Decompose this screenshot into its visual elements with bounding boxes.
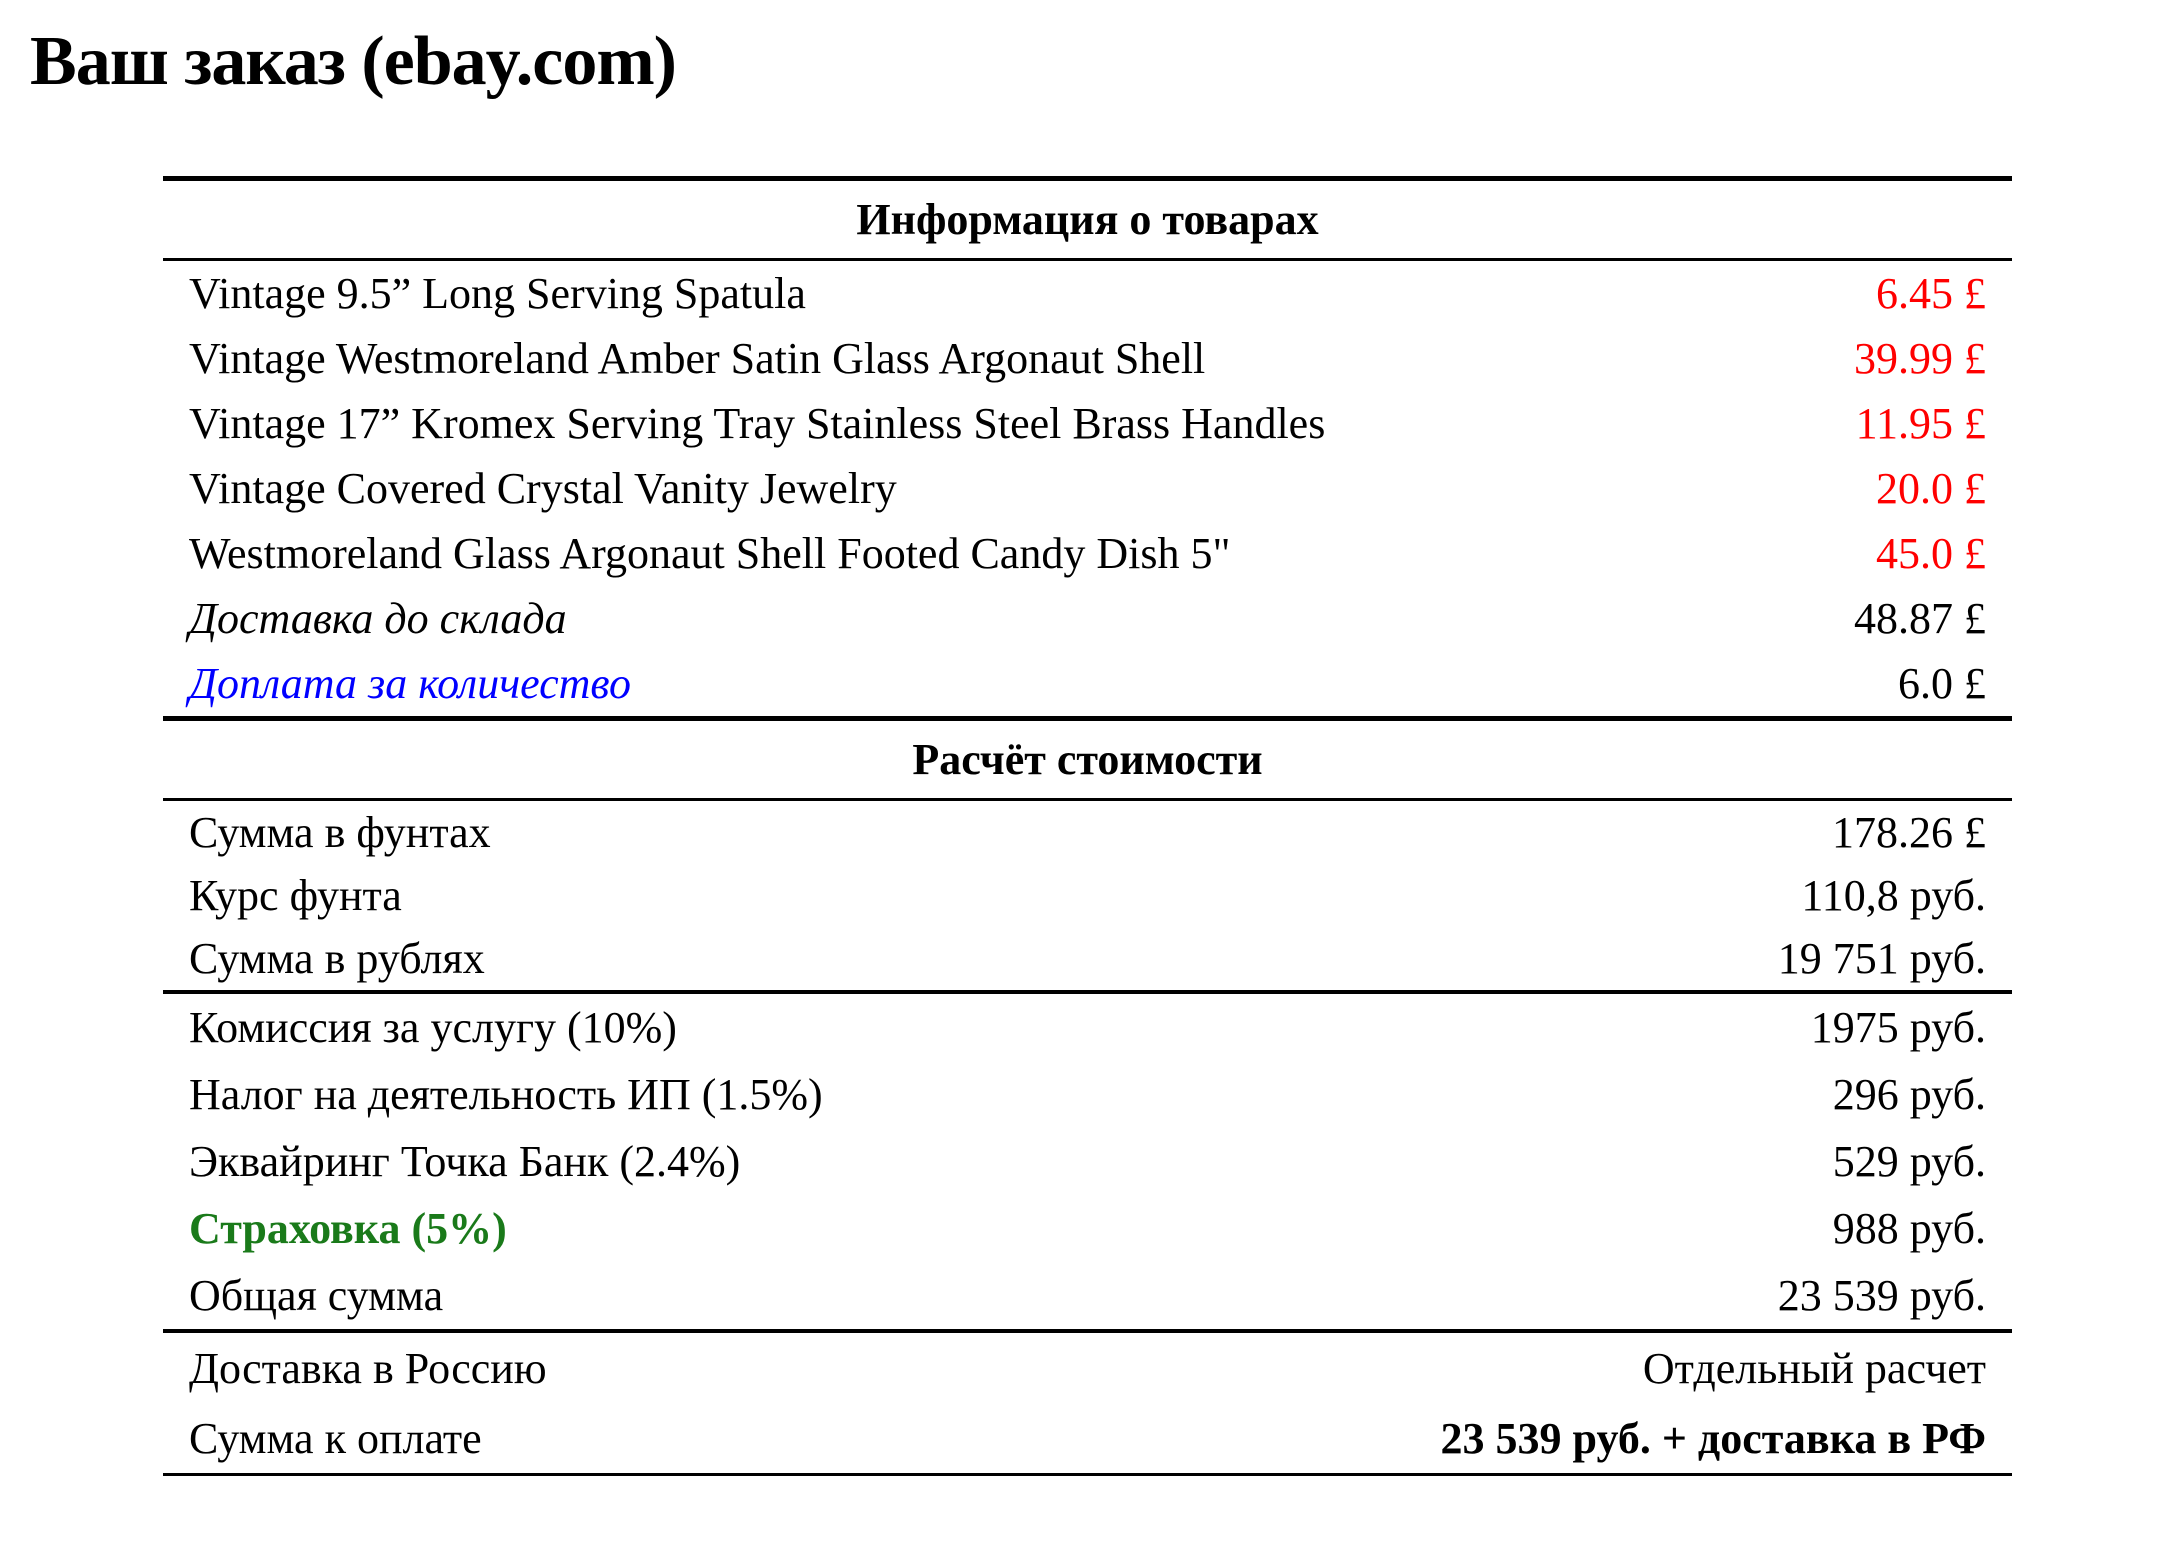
- order-table: Информация о товарах Vintage 9.5” Long S…: [163, 176, 2012, 1476]
- grand-total-value: 23 539 руб.: [1777, 1271, 1986, 1320]
- section-header-info-label: Информация о товарах: [856, 195, 1319, 244]
- item-price: 11.95 £: [1855, 399, 1986, 448]
- section-header-info: Информация о товарах: [163, 176, 2012, 261]
- table-row: Доставка в Россию Отдельный расчет: [163, 1333, 2012, 1403]
- section-header-calc: Расчёт стоимости: [163, 716, 2012, 801]
- insurance-label: Страховка (5%): [189, 1204, 507, 1253]
- fees-group: Комиссия за услугу (10%) 1975 руб. Налог…: [163, 990, 2012, 1329]
- final-group: Доставка в Россию Отдельный расчет Сумма…: [163, 1329, 2012, 1476]
- table-row: Westmoreland Glass Argonaut Shell Footed…: [163, 521, 2012, 586]
- row-label: Курс фунта: [189, 871, 402, 920]
- item-label: Vintage 17” Kromex Serving Tray Stainles…: [189, 399, 1326, 448]
- row-value: 178.26 £: [1832, 808, 1986, 857]
- row-value: 296 руб.: [1832, 1070, 1986, 1119]
- shipping-to-warehouse-price: 48.87 £: [1854, 594, 1986, 643]
- table-row: Vintage Westmoreland Amber Satin Glass A…: [163, 326, 2012, 391]
- item-price: 39.99 £: [1854, 334, 1986, 383]
- shipping-to-russia-value: Отдельный расчет: [1642, 1343, 1986, 1393]
- shipping-to-russia-label: Доставка в Россию: [189, 1343, 547, 1393]
- quantity-surcharge-link[interactable]: Доплата за количество: [189, 659, 631, 708]
- row-label: Эквайринг Точка Банк (2.4%): [189, 1137, 741, 1186]
- row-label: Сумма в рублях: [189, 934, 485, 983]
- table-row: Комиссия за услугу (10%) 1975 руб.: [163, 994, 2012, 1061]
- quantity-surcharge-price: 6.0 £: [1898, 659, 1986, 708]
- table-row: Эквайринг Точка Банк (2.4%) 529 руб.: [163, 1128, 2012, 1195]
- row-label: Комиссия за услугу (10%): [189, 1003, 677, 1052]
- table-row: Курс фунта 110,8 руб.: [163, 864, 2012, 927]
- item-label: Vintage Westmoreland Amber Satin Glass A…: [189, 334, 1206, 383]
- table-row: Доставка до склада 48.87 £: [163, 586, 2012, 651]
- row-value: 19 751 руб.: [1777, 934, 1986, 983]
- item-price: 20.0 £: [1876, 464, 1986, 513]
- table-row: Сумма к оплате 23 539 руб. + доставка в …: [163, 1403, 2012, 1473]
- insurance-value: 988 руб.: [1832, 1204, 1986, 1253]
- page-title: Ваш заказ (ebay.com): [30, 23, 677, 100]
- total-due-value: 23 539 руб. + доставка в РФ: [1440, 1413, 1986, 1463]
- items-group: Vintage 9.5” Long Serving Spatula 6.45 £…: [163, 261, 2012, 716]
- item-price: 6.45 £: [1876, 269, 1986, 318]
- table-row: Vintage 17” Kromex Serving Tray Stainles…: [163, 391, 2012, 456]
- table-row: Налог на деятельность ИП (1.5%) 296 руб.: [163, 1061, 2012, 1128]
- row-value: 110,8 руб.: [1801, 871, 1986, 920]
- item-label: Vintage 9.5” Long Serving Spatula: [189, 269, 806, 318]
- item-label: Vintage Covered Crystal Vanity Jewelry: [189, 464, 897, 513]
- row-label: Налог на деятельность ИП (1.5%): [189, 1070, 823, 1119]
- row-value: 529 руб.: [1832, 1137, 1986, 1186]
- grand-total-label: Общая сумма: [189, 1271, 444, 1320]
- table-row: Страховка (5%) 988 руб.: [163, 1195, 2012, 1262]
- table-row: Vintage 9.5” Long Serving Spatula 6.45 £: [163, 261, 2012, 326]
- table-row: Vintage Covered Crystal Vanity Jewelry 2…: [163, 456, 2012, 521]
- item-price: 45.0 £: [1876, 529, 1986, 578]
- table-row: Доплата за количество 6.0 £: [163, 651, 2012, 716]
- row-label: Сумма в фунтах: [189, 808, 491, 857]
- table-row: Сумма в фунтах 178.26 £: [163, 801, 2012, 864]
- row-value: 1975 руб.: [1810, 1003, 1986, 1052]
- shipping-to-warehouse-label: Доставка до склада: [189, 594, 567, 643]
- table-row: Общая сумма 23 539 руб.: [163, 1262, 2012, 1329]
- total-due-label: Сумма к оплате: [189, 1413, 482, 1463]
- item-label: Westmoreland Glass Argonaut Shell Footed…: [189, 529, 1231, 578]
- subtotal-group: Сумма в фунтах 178.26 £ Курс фунта 110,8…: [163, 801, 2012, 990]
- section-header-calc-label: Расчёт стоимости: [912, 735, 1263, 784]
- table-row: Сумма в рублях 19 751 руб.: [163, 927, 2012, 990]
